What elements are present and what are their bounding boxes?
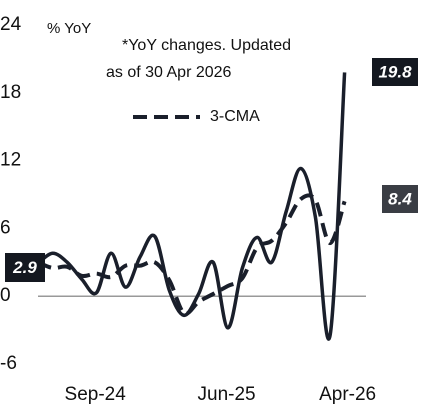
- series-line: [36, 72, 347, 341]
- y-tick-label: 0: [0, 285, 11, 306]
- x-tick-label: Apr-26: [319, 384, 376, 405]
- annotation: as of 30 Apr 2026: [106, 64, 232, 81]
- y-tick-label: -6: [0, 353, 17, 374]
- y-axis-label: % YoY: [47, 20, 91, 37]
- x-tick-label: Jun-25: [198, 384, 256, 405]
- value-label-box: [372, 58, 418, 86]
- y-tick-label: 18: [0, 82, 21, 103]
- value-label: 2.9: [12, 258, 37, 277]
- series-line: [37, 193, 347, 316]
- y-tick-label: 24: [0, 14, 22, 35]
- y-tick-label: 12: [0, 150, 21, 171]
- legend-label: 3-CMA: [210, 108, 260, 125]
- value-label: 19.8: [378, 62, 412, 81]
- value-label-box: [5, 253, 45, 282]
- value-label: 8.4: [388, 189, 412, 208]
- value-label-box: [382, 185, 418, 213]
- annotation: *YoY changes. Updated: [122, 37, 291, 54]
- x-tick-label: Sep-24: [65, 384, 127, 405]
- y-tick-label: 6: [0, 217, 11, 238]
